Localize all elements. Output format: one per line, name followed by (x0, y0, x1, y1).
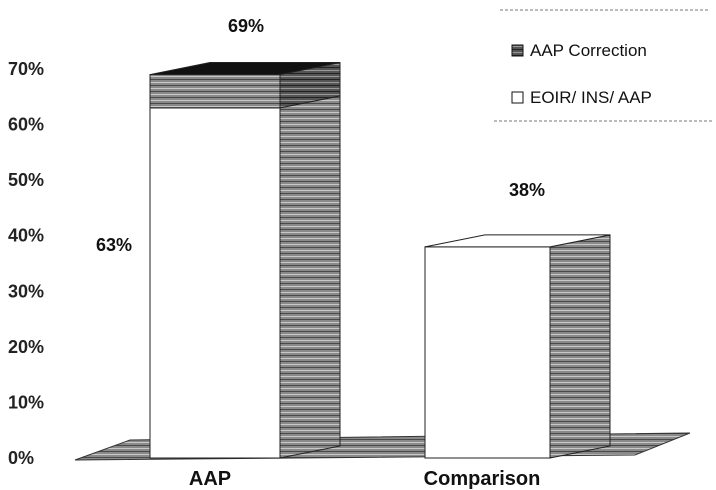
category-label-aap: AAP (189, 468, 231, 490)
data-label-comparison-total: 38% (509, 180, 545, 200)
y-tick-label: 60% (8, 115, 44, 135)
bar-top-comparison (424, 234, 611, 248)
legend-label-eoir-ins-aap: EOIR/ INS/ AAP (530, 88, 652, 107)
bars (149, 61, 611, 459)
y-tick-label: 20% (8, 337, 44, 357)
bar-side-aap (279, 95, 341, 459)
bar-aap-eoir-ins-aap (149, 107, 281, 459)
y-tick-label: 70% (8, 59, 44, 79)
bar-comparison-eoir-ins-aap (424, 246, 551, 459)
category-label-comparison: Comparison (424, 468, 541, 490)
data-label-aap-eoir: 63% (96, 235, 132, 255)
y-tick-label: 50% (8, 170, 44, 190)
data-label-aap-total: 69% (228, 16, 264, 36)
y-tick-label: 10% (8, 392, 44, 412)
y-tick-label: 40% (8, 226, 44, 246)
y-tick-label: 0% (8, 448, 34, 468)
y-axis: 0% 10% 20% 30% 40% 50% 60% 70% (8, 59, 44, 468)
y-tick-label: 30% (8, 281, 44, 301)
legend-swatch-aap-correction (511, 44, 524, 57)
legend-swatch-eoir-ins-aap (511, 91, 524, 104)
bar-top-aap (149, 62, 341, 76)
legend-label-aap-correction: AAP Correction (530, 41, 647, 60)
bar-side-comparison (549, 234, 611, 459)
bar-aap-aap-correction (149, 74, 281, 109)
legend: AAP Correction EOIR/ INS/ AAP (494, 9, 712, 122)
